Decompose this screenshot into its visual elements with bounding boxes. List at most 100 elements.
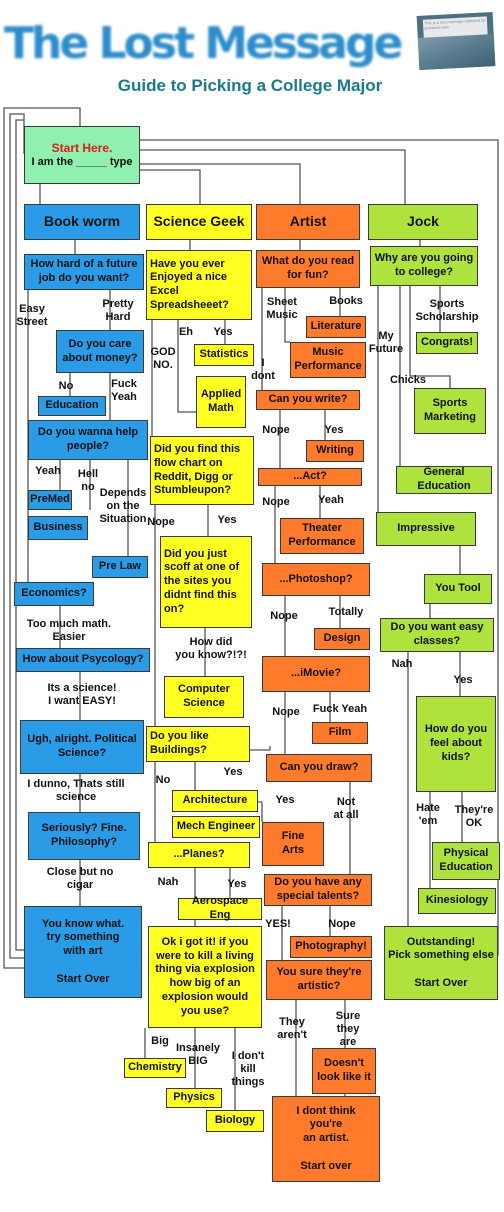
label-no-buildings: No [155, 774, 171, 786]
bw-political-science: Ugh, alright. Political Science? [20, 720, 144, 774]
label-yes-buildings: Yes [223, 766, 243, 778]
bw-try-art-start-over: You know what. try something with art St… [24, 906, 142, 998]
bw-question-money: Do you care about money? [56, 330, 144, 373]
jk-physical-education: Physical Education [432, 842, 500, 880]
ar-question-talents: Do you have any special talents? [264, 874, 372, 906]
sg-question-reddit: Did you find this flow chart on Reddit, … [150, 436, 254, 505]
label-nope-reddit: Nope [147, 516, 175, 528]
ar-theater-performance: Theater Performance [280, 518, 364, 554]
ar-not-artist-start-over: I dont think you're an artist. Start ove… [272, 1096, 380, 1182]
bw-prelaw: Pre Law [92, 556, 148, 578]
ar-writing: Writing [306, 440, 364, 462]
ar-question-act: ...Act? [258, 468, 362, 486]
label-yes-easy: Yes [453, 674, 473, 686]
header-jock: Jock [368, 204, 478, 240]
label-insanely-big: Insanely BIG [175, 1042, 221, 1068]
label-not-at-all: Not at all [333, 796, 359, 822]
jk-line-3 [409, 286, 451, 388]
jk-question-why-college: Why are you going to college? [370, 246, 478, 286]
label-depends: Depends on the Situation [99, 487, 147, 526]
ar-question-photoshop: ...Photoshop? [262, 563, 370, 596]
page-subtitle: Guide to Picking a College Major [117, 76, 383, 95]
sg-line-9 [250, 746, 271, 751]
sg-applied-math: Applied Math [196, 376, 246, 428]
header-science-geek: Science Geek [146, 204, 252, 240]
jk-outstanding-start-over: Outstanding! Pick something else Start O… [384, 926, 498, 1000]
sg-aerospace-eng: Aerospace Eng [178, 895, 262, 921]
label-pretty-hard: Pretty Hard [102, 298, 134, 324]
label-god-no: GOD NO. [150, 346, 176, 372]
jk-question-kids: How do you feel about kids? [416, 696, 496, 792]
ar-question-write: Can you write? [256, 390, 360, 410]
ar-line-3 [284, 288, 290, 343]
label-yes-planes: Yes [227, 878, 247, 890]
loop-outer-2 [9, 113, 25, 959]
ar-film: Film [312, 722, 368, 744]
jk-kinesiology: Kinesiology [418, 888, 496, 914]
logo-title: The Lost Message [4, 18, 403, 69]
sg-question-planes: ...Planes? [148, 842, 250, 868]
label-nah-easy: Nah [391, 658, 413, 670]
label-chicks: Chicks [389, 374, 427, 386]
label-nah-planes: Nah [157, 876, 179, 888]
label-yes-statistics: Yes [213, 326, 233, 338]
jk-question-easy-classes: Do you want easy classes? [380, 618, 494, 652]
header-artist: Artist [256, 204, 360, 240]
label-my-future: My Future [368, 330, 404, 356]
sg-question-spreadsheet: Have you ever Enjoyed a nice Excel Sprea… [146, 250, 252, 320]
jk-sports-marketing: Sports Marketing [414, 388, 486, 434]
label-its-a-science: Its a science! I want EASY! [47, 682, 117, 708]
bw-economics: Economics? [14, 582, 94, 606]
label-theyre-ok: They're OK [454, 804, 494, 830]
label-yes-talents: YES! [265, 918, 291, 930]
label-sports-scholarship: Sports Scholarship [415, 298, 479, 324]
sg-line-2 [177, 320, 196, 413]
label-i-dont: I dont [251, 357, 275, 383]
jk-impressive: Impressive [376, 512, 476, 546]
start-text: I am the _____ type [31, 155, 133, 168]
label-books: Books [329, 295, 363, 307]
ar-music-performance: Music Performance [290, 342, 366, 378]
label-fuck-yeah-imovie: Fuck Yeah [312, 703, 368, 715]
sg-architecture: Architecture [172, 790, 258, 812]
bw-psychology: How about Psycology? [16, 648, 150, 672]
ar-question-read: What do you read for fun? [256, 250, 360, 288]
bw-premed: PreMed [28, 490, 72, 510]
sg-computer-science: Computer Science [164, 676, 244, 718]
label-nope-photoshop: Nope [270, 610, 298, 622]
label-close-no-cigar: Close but no cigar [46, 866, 114, 892]
label-fuck-yeah-money: Fuck Yeah [111, 378, 137, 404]
label-yeah-act: Yeah [318, 494, 344, 506]
sg-biology: Biology [206, 1110, 264, 1132]
bw-philosophy: Seriously? Fine. Philosophy? [28, 812, 140, 860]
bw-business: Business [28, 516, 88, 540]
ar-question-artistic: You sure they're artistic? [266, 960, 372, 1000]
label-how-did-you-know: How did you know?!?! [175, 636, 247, 662]
start-to-artist [140, 163, 301, 204]
label-easy-street: Easy Street [16, 303, 48, 329]
sg-physics: Physics [166, 1088, 222, 1108]
loop-outer-1 [3, 107, 81, 969]
label-too-much-math: Too much math. Easier [26, 618, 112, 644]
ar-literature: Literature [306, 316, 366, 338]
sg-mech-engineer: Mech Engineer [172, 816, 260, 838]
ar-design: Design [314, 628, 370, 650]
jk-congrats: Congrats! [416, 332, 478, 354]
sg-question-scoff: Did you just scoff at one of the sites y… [160, 536, 252, 628]
label-yeah-help: Yeah [35, 465, 61, 477]
bw-education: Education [38, 396, 106, 416]
label-big: Big [151, 1035, 169, 1047]
label-nope-talents: Nope [328, 918, 356, 930]
label-sheet-music: Sheet Music [266, 296, 298, 322]
label-yes-reddit: Yes [217, 514, 237, 526]
label-hate-em: Hate 'em [416, 802, 440, 828]
label-totally: Totally [328, 606, 364, 618]
header-bookworm: Book worm [24, 204, 140, 240]
start-title: Start Here. [51, 140, 113, 155]
ar-fine-arts: Fine Arts [262, 822, 324, 866]
label-hell-no: Hell no [77, 468, 99, 494]
label-nope-imovie: Nope [272, 706, 300, 718]
bw-question-future-job: How hard of a future job do you want? [24, 254, 144, 290]
label-dont-kill: I don't kill things [231, 1050, 265, 1089]
